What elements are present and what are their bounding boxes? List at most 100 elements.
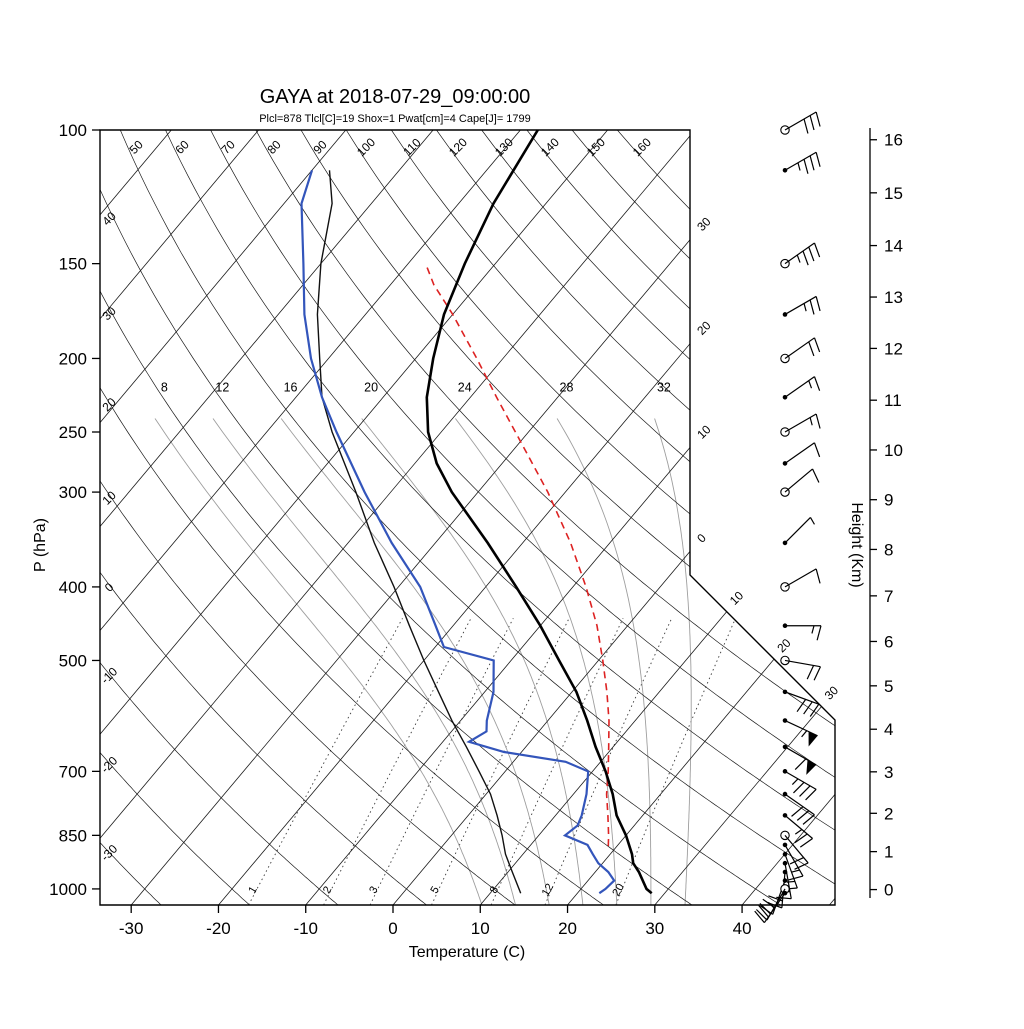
isotherm-line (655, 130, 1024, 905)
barb-full (809, 247, 814, 261)
isotherm-line (0, 130, 520, 905)
height-tick-label: 13 (884, 288, 903, 307)
barb-full (797, 699, 806, 711)
isotherm-line (917, 130, 1024, 905)
barb-shaft (785, 569, 816, 587)
barb-full (816, 152, 820, 166)
barb-full (816, 296, 820, 310)
isotherm-line (0, 130, 259, 905)
wind-barb (756, 885, 789, 920)
barb-shaft (785, 721, 818, 736)
mixing-ratio-label: 20 (610, 882, 627, 899)
wind-barb (781, 469, 819, 496)
barb-full (800, 839, 812, 848)
barb-full (810, 300, 814, 314)
barb-full (814, 338, 819, 352)
y-axis-label-pressure: P (hPa) (32, 518, 49, 572)
dry-adiabat-line (437, 130, 1024, 905)
height-tick-label: 2 (884, 804, 893, 823)
isotherm-label: 30 (694, 214, 714, 234)
temp-tick-label: 30 (645, 919, 664, 938)
chart-title: GAYA at 2018-07-29_09:00:00 (260, 86, 531, 108)
barb-half (812, 626, 814, 634)
barb-shaft (785, 794, 814, 815)
pressure-tick-label: 850 (59, 826, 87, 845)
chart-subtitle: Plcl=878 Tlcl[C]=19 Shox=1 Pwat[cm]=4 Ca… (259, 113, 531, 125)
barb-shaft (785, 377, 814, 398)
barb-shaft (785, 747, 816, 765)
moist-adiabat-line (281, 419, 549, 906)
moist-adiabat-line (362, 419, 583, 906)
y-axis-label-height: Height (Km) (848, 502, 865, 587)
dry-adiabat-line (391, 130, 1024, 905)
height-tick-label: 10 (884, 441, 903, 460)
barb-full (789, 876, 803, 880)
moist-adiabat-label: 32 (657, 380, 671, 394)
dry-adiabat-label: 0 (102, 580, 117, 595)
moist-adiabat-line (557, 419, 651, 906)
barb-flag (806, 760, 816, 775)
dry-adiabat-label: 20 (99, 395, 119, 415)
barb-half (792, 870, 800, 872)
moist-adiabat-label: 24 (458, 380, 472, 394)
isotherm-line (0, 130, 346, 905)
isotherm-line (568, 130, 1024, 905)
height-tick-label: 8 (884, 540, 893, 559)
barb-half (804, 303, 806, 311)
barb-full (792, 807, 803, 817)
dry-adiabat-label: 100 (354, 135, 378, 159)
wind-barb (783, 152, 820, 173)
barb-full (793, 782, 804, 793)
barb-shaft (785, 469, 813, 492)
height-tick-label: 5 (884, 677, 893, 696)
mixing-ratio-line (249, 618, 403, 905)
wind-barb (783, 745, 816, 775)
temp-tick-label: -10 (293, 919, 318, 938)
isotherm-line (44, 130, 695, 905)
parcel-curve (426, 264, 609, 846)
pressure-tick-label: 400 (59, 578, 87, 597)
dry-adiabat-label: 130 (492, 135, 516, 159)
barb-full (816, 569, 820, 583)
mixing-ratio-label: 1 (246, 884, 259, 895)
isotherm-label: 30 (822, 683, 842, 703)
barb-shaft (785, 338, 814, 359)
barb-full (814, 377, 819, 391)
wind-barb (781, 656, 821, 680)
height-tick-label: 11 (884, 391, 902, 410)
barb-half (797, 255, 800, 263)
isotherm-label: 20 (694, 318, 714, 338)
wind-barb (781, 112, 820, 134)
mixing-ratio-label: 3 (367, 884, 380, 895)
pressure-tick-label: 700 (59, 762, 87, 781)
barb-half (795, 830, 802, 835)
wind-barb (783, 623, 821, 640)
dry-adiabat-line (0, 130, 603, 905)
isotherm-line (131, 130, 782, 905)
mixing-ratio-label: 12 (540, 882, 557, 899)
wind-barb (781, 243, 820, 268)
temperature-curve (427, 130, 652, 893)
dry-adiabat-label: 150 (584, 135, 608, 159)
barb-full (813, 469, 819, 483)
axes: 1001502002503004005007008501000-30-20-10… (49, 121, 903, 938)
mixing-ratio-line (432, 618, 570, 905)
wind-barb (781, 569, 820, 591)
barb-full (804, 159, 808, 173)
height-tick-label: 9 (884, 491, 893, 510)
isotherm-label: 0 (694, 531, 709, 546)
pressure-tick-label: 100 (59, 121, 87, 140)
barb-full (803, 251, 808, 265)
dry-adiabat-line (527, 130, 1024, 905)
dry-adiabat-line (166, 130, 958, 905)
pressure-tick-label: 1000 (49, 880, 87, 899)
temp-tick-label: -20 (206, 919, 231, 938)
dry-adiabat-label: 60 (172, 137, 192, 157)
temp-tick-label: 0 (388, 919, 397, 938)
dry-adiabat-label: 110 (400, 135, 424, 159)
x-axis-label: Temperature (C) (409, 944, 525, 961)
wind-barb (783, 377, 820, 400)
isotherm-label: 10 (694, 422, 714, 442)
